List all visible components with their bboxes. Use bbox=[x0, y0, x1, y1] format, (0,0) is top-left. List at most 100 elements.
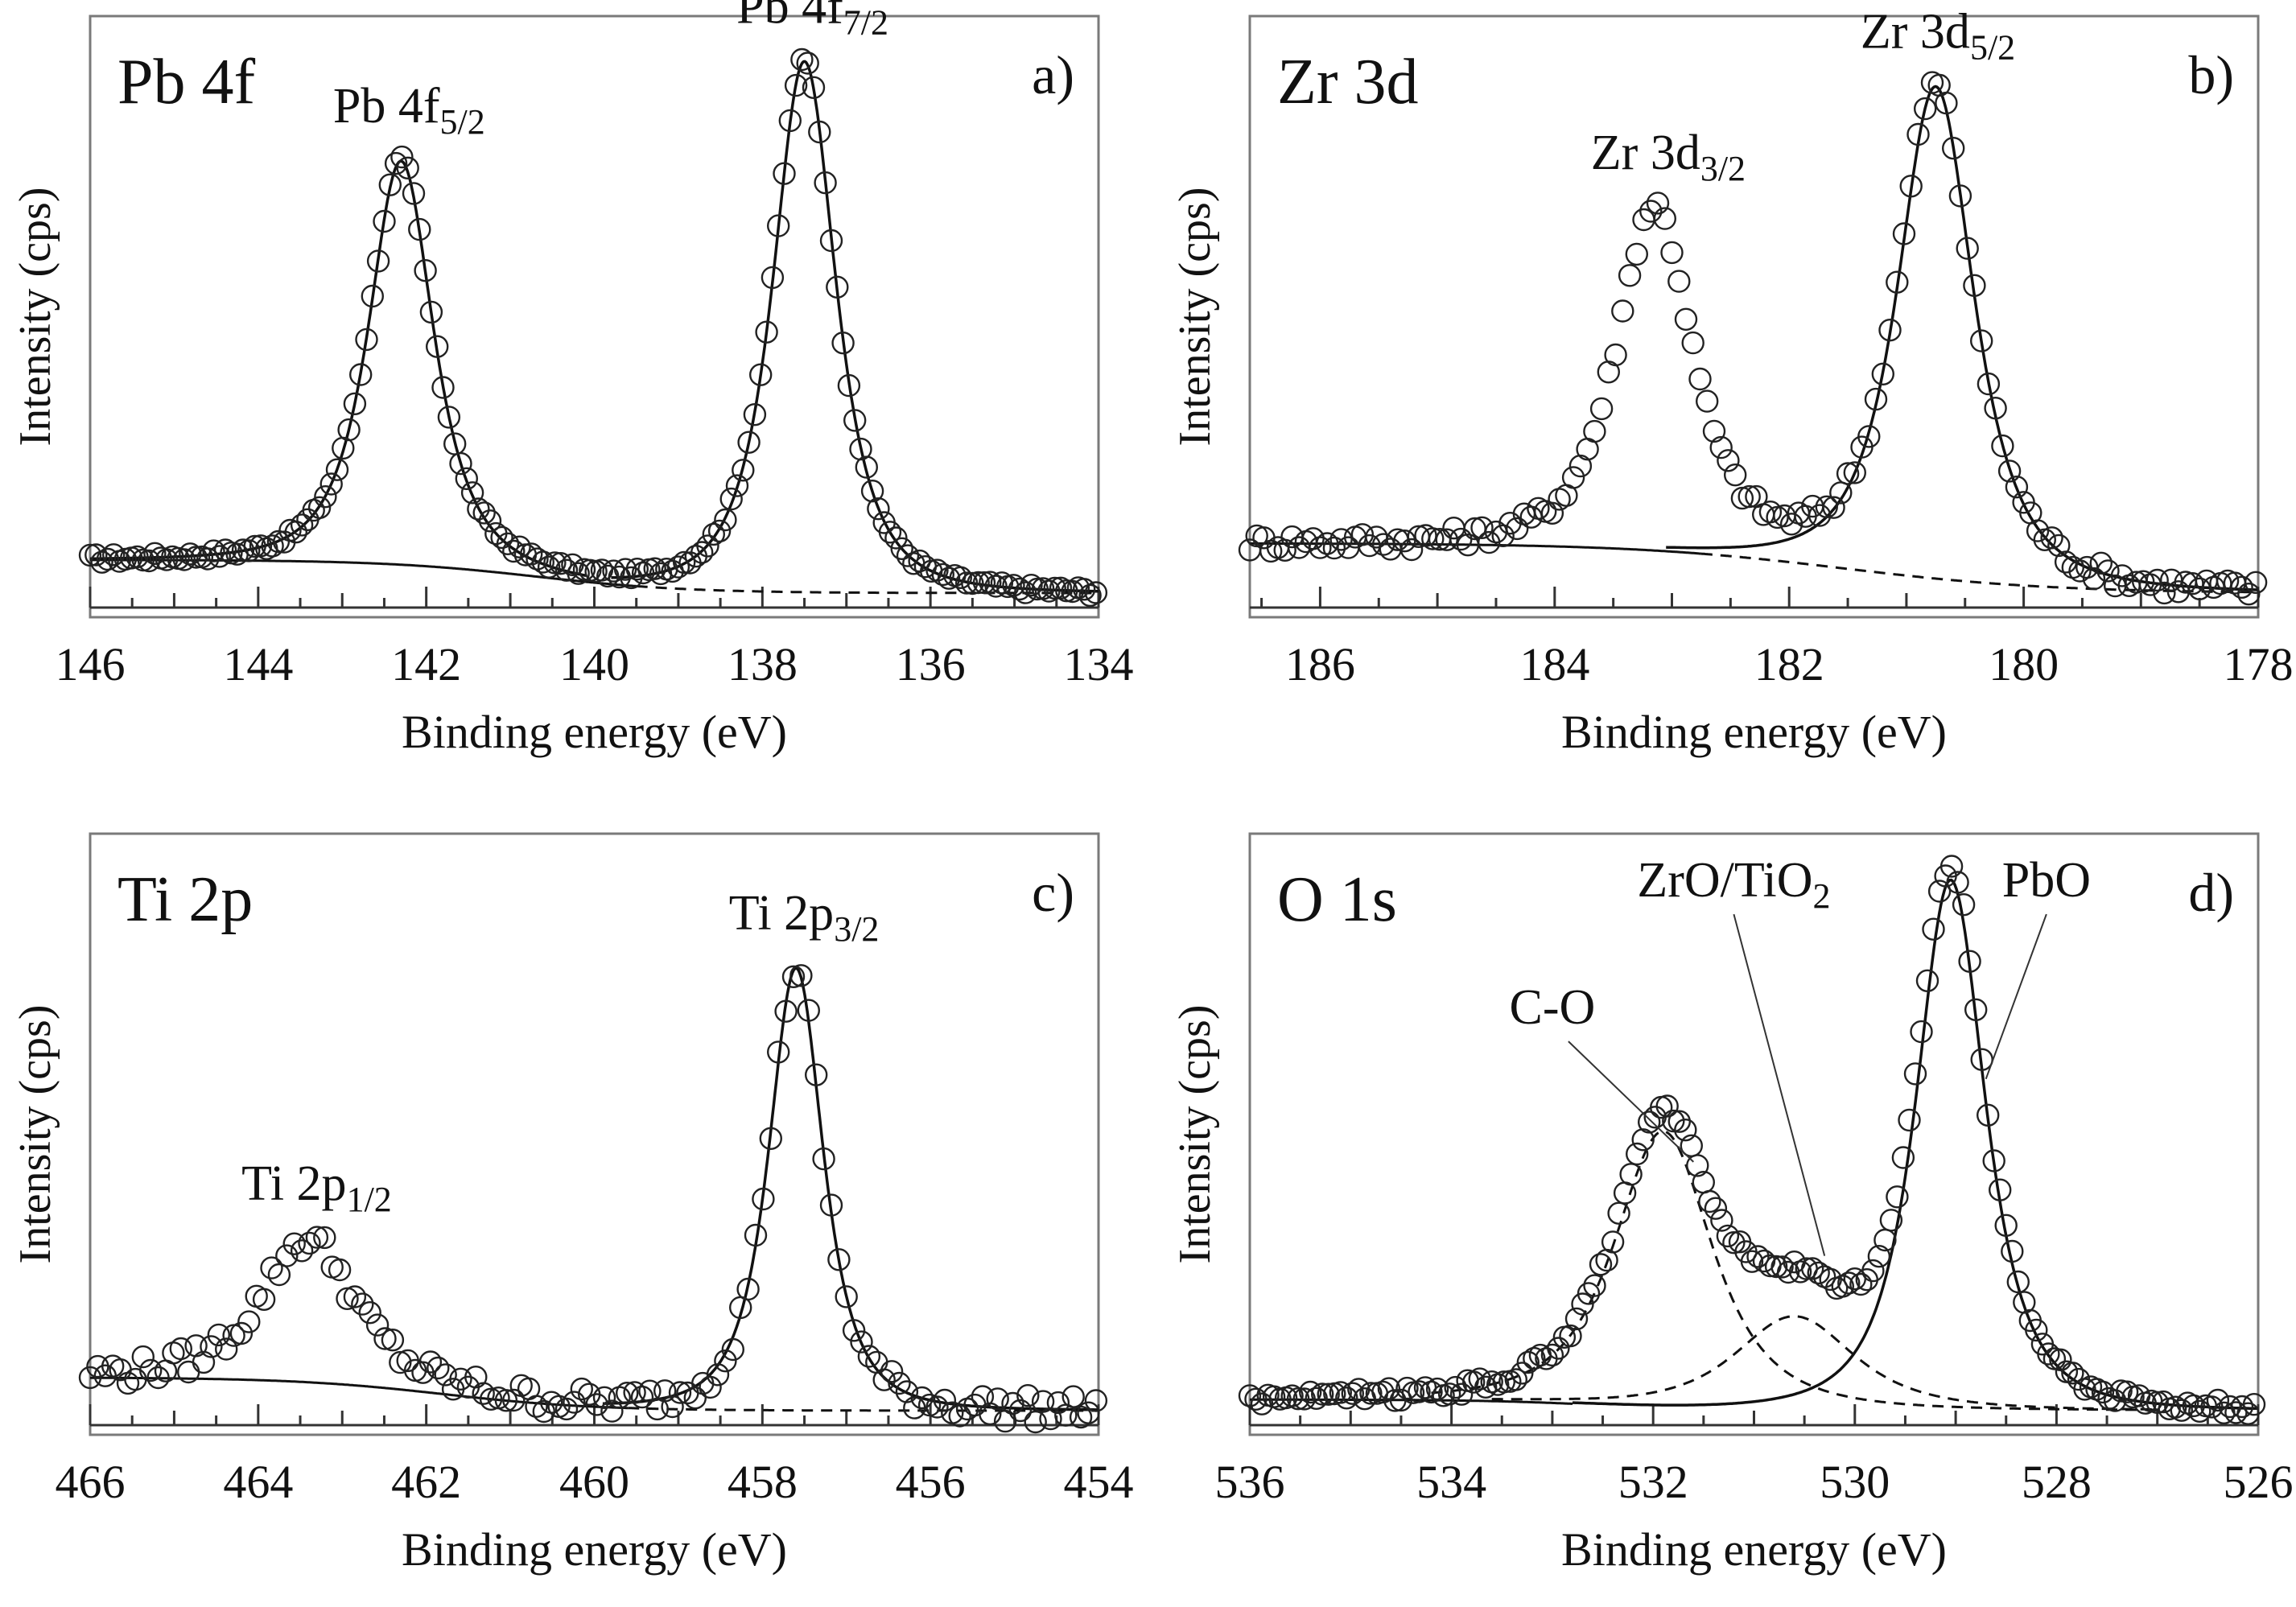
data-point bbox=[85, 543, 108, 567]
data-point bbox=[1861, 1259, 1885, 1283]
data-point bbox=[979, 1402, 1002, 1426]
data-point bbox=[1449, 1382, 1474, 1406]
data-point bbox=[418, 1350, 443, 1374]
data-point bbox=[437, 406, 461, 429]
data-point bbox=[2096, 559, 2120, 583]
data-point bbox=[490, 525, 513, 550]
data-point bbox=[1084, 581, 1108, 604]
data-point bbox=[365, 1313, 390, 1337]
data-point bbox=[1704, 1197, 1728, 1220]
data-point bbox=[1607, 1201, 1630, 1225]
data-point bbox=[1686, 1154, 1709, 1177]
data-point bbox=[1800, 1257, 1824, 1280]
annotation-leader bbox=[1985, 913, 2047, 1080]
data-point bbox=[1408, 1380, 1431, 1403]
data-point bbox=[537, 555, 561, 579]
data-point bbox=[179, 542, 202, 566]
data-point bbox=[827, 1248, 851, 1271]
data-point bbox=[714, 1349, 737, 1373]
data-point bbox=[390, 145, 414, 169]
x-tick-label: 178 bbox=[2224, 638, 2294, 690]
data-point bbox=[1043, 576, 1066, 600]
data-point bbox=[2188, 1399, 2211, 1424]
data-point bbox=[2146, 1391, 2169, 1415]
data-point bbox=[850, 1330, 873, 1354]
data-point bbox=[1764, 1255, 1788, 1279]
data-point bbox=[755, 320, 778, 344]
data-point bbox=[2061, 1362, 2084, 1385]
data-point bbox=[2089, 551, 2113, 575]
data-point bbox=[2049, 1348, 2072, 1372]
panel-letter: d) bbox=[2188, 862, 2234, 923]
data-point bbox=[725, 474, 749, 497]
x-tick-label: 454 bbox=[1064, 1456, 1134, 1508]
data-point bbox=[1571, 1292, 1594, 1316]
data-point bbox=[143, 542, 167, 565]
data-point bbox=[373, 209, 396, 233]
data-point bbox=[384, 151, 408, 175]
data-point bbox=[328, 1258, 352, 1282]
data-point bbox=[1956, 237, 1979, 260]
data-point bbox=[1922, 917, 1945, 941]
x-tick-label: 530 bbox=[1820, 1456, 1890, 1508]
data-point bbox=[472, 501, 496, 525]
data-point bbox=[696, 534, 719, 558]
data-point bbox=[1611, 299, 1634, 323]
data-point bbox=[237, 539, 261, 562]
panel-title: Zr 3d bbox=[1277, 47, 1419, 117]
data-point bbox=[2005, 476, 2029, 499]
data-point bbox=[1906, 122, 1930, 146]
data-point bbox=[78, 543, 102, 567]
data-point bbox=[925, 1395, 949, 1419]
data-point bbox=[1779, 513, 1803, 536]
data-point bbox=[378, 173, 402, 196]
data-point bbox=[467, 497, 490, 521]
data-point bbox=[2159, 568, 2183, 591]
data-point bbox=[1964, 998, 1988, 1022]
data-point bbox=[702, 522, 725, 546]
data-point bbox=[925, 558, 949, 582]
data-point bbox=[290, 513, 314, 537]
data-point bbox=[460, 481, 484, 505]
data-point bbox=[1891, 1146, 1915, 1169]
data-point bbox=[699, 1375, 722, 1399]
data-point bbox=[1561, 466, 1585, 489]
data-point bbox=[796, 52, 819, 75]
data-point bbox=[1939, 855, 1964, 878]
x-tick-label: 532 bbox=[1618, 1456, 1688, 1508]
data-point bbox=[1898, 1108, 1921, 1132]
data-point bbox=[1681, 331, 1704, 355]
data-point bbox=[643, 557, 666, 580]
data-point bbox=[1746, 1245, 1770, 1268]
data-point bbox=[162, 1341, 185, 1365]
data-point bbox=[585, 1393, 608, 1416]
data-point bbox=[986, 1387, 1009, 1411]
plot-frame bbox=[1248, 14, 2260, 619]
data-point bbox=[1298, 1380, 1322, 1404]
data-point bbox=[229, 1321, 254, 1345]
data-point bbox=[1523, 1346, 1546, 1370]
data-point bbox=[719, 487, 743, 511]
data-point bbox=[600, 1399, 624, 1423]
data-point bbox=[2006, 1270, 2030, 1294]
data-point bbox=[355, 328, 378, 352]
panel-title: Pb 4f bbox=[117, 47, 255, 117]
data-point bbox=[1958, 950, 1981, 973]
x-tick-label: 186 bbox=[1285, 638, 1355, 690]
data-point bbox=[1963, 274, 1986, 297]
data-point bbox=[1871, 362, 1895, 385]
data-point bbox=[1305, 1387, 1328, 1411]
data-point bbox=[1310, 1382, 1334, 1406]
data-point bbox=[773, 162, 796, 185]
data-point bbox=[714, 508, 737, 532]
data-point bbox=[673, 550, 696, 575]
data-point bbox=[554, 558, 579, 582]
data-point bbox=[653, 1379, 677, 1403]
x-tick-label: 462 bbox=[391, 1456, 461, 1508]
data-point bbox=[449, 451, 472, 476]
data-point bbox=[1625, 242, 1649, 266]
background-dashed bbox=[1700, 552, 2258, 594]
plot-frame bbox=[89, 832, 1100, 1436]
data-points bbox=[78, 964, 1108, 1434]
data-point bbox=[137, 549, 161, 573]
